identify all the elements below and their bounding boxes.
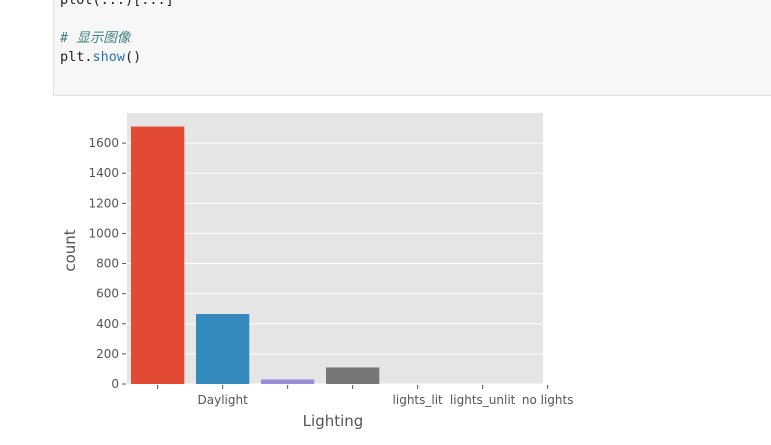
- y-tick-label: 200: [96, 347, 119, 361]
- bar: [196, 313, 250, 384]
- x-axis-title: Lighting: [303, 412, 364, 430]
- code-cell[interactable]: plot(...)[...] # 显示图像 plt.show(): [53, 0, 771, 96]
- y-tick-label: 1000: [88, 226, 119, 240]
- x-tick-label: Daylight: [198, 393, 249, 407]
- x-tick-label: lights_unlit: [450, 393, 516, 407]
- code-prefix: plt.: [60, 49, 93, 65]
- code-line-truncated: plot(...)[...]: [60, 0, 174, 8]
- bar: [131, 126, 185, 385]
- y-tick-label: 0: [111, 377, 119, 391]
- y-tick-label: 1200: [88, 196, 119, 210]
- x-tick-label: no lights: [522, 393, 574, 407]
- y-tick-label: 400: [96, 317, 119, 331]
- bars: [131, 126, 380, 385]
- y-tick-label: 800: [96, 257, 119, 271]
- y-tick-label: 1600: [88, 136, 119, 150]
- code-suffix: (): [125, 49, 142, 65]
- code-fn: show: [92, 49, 126, 65]
- y-ticks: 0 200 400 600 800 1000 1200 1400 1600: [88, 136, 126, 391]
- bar: [326, 367, 380, 384]
- bar: [261, 379, 315, 384]
- x-tick-label: lights_lit: [393, 393, 444, 407]
- y-tick-label: 600: [96, 287, 119, 301]
- y-axis-title: count: [61, 229, 79, 271]
- y-tick-label: 1400: [88, 166, 119, 180]
- code-line-show: plt.show(): [60, 49, 141, 65]
- code-comment: # 显示图像: [60, 30, 131, 46]
- x-ticks: Daylight lights_lit lights_unlit no lights: [157, 385, 574, 407]
- grid-lines: [127, 142, 543, 385]
